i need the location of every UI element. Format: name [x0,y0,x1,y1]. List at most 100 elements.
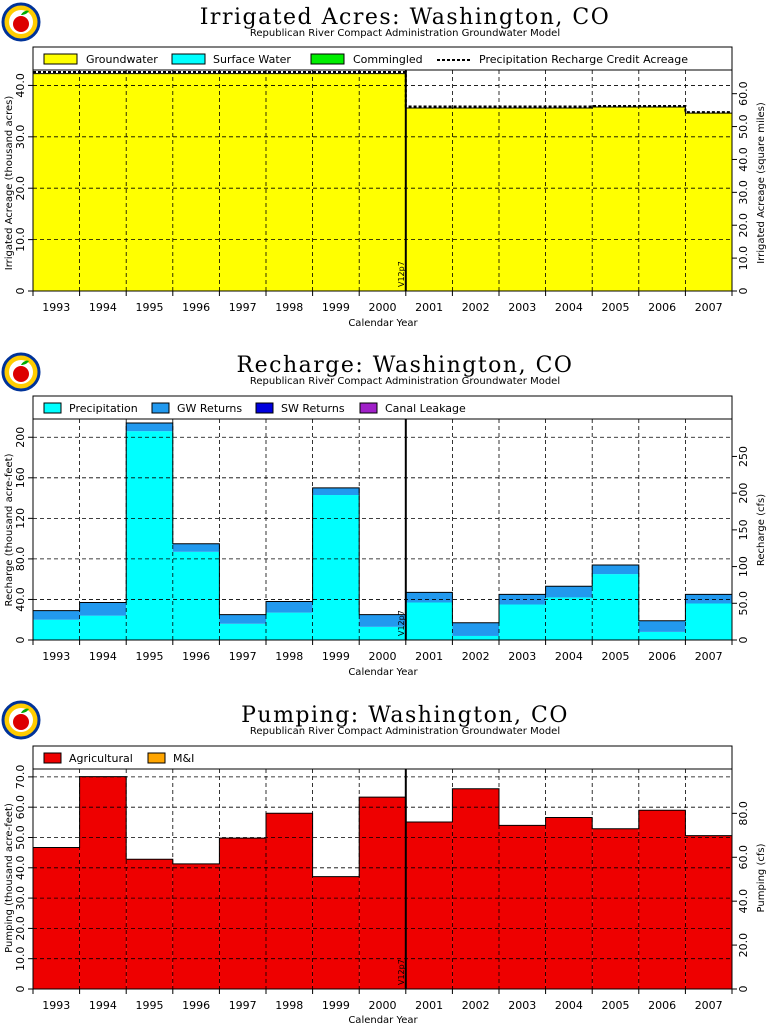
bar-precipitation-2001 [405,602,453,640]
legend-swatch-sw-returns [255,402,274,414]
y2-tick-label: 100 [737,556,750,577]
bar-groundwater-1995 [126,73,173,291]
panel-recharge: Recharge: Washington, CO Republican Rive… [1,352,767,678]
y2-axis-label: Irrigated Acreage (square miles) [756,102,767,264]
legend-label-agricultural: Agricultural [69,752,133,765]
legend-label-groundwater: Groundwater [86,53,158,66]
x-tick-label: 2004 [555,301,583,314]
plot-area: V12p7 0 10.0 20.0 30.0 40.0 50.0 60.0 70.0 0 20.0 4… [14,765,750,1012]
total-outline [33,422,732,624]
bar-gw-returns-1993 [33,610,80,620]
y-tick-label: 200 [14,427,27,448]
x-tick-label: 2003 [508,301,536,314]
bar-agricultural-1996 [172,863,220,989]
x-tick-label: 2001 [415,301,443,314]
x-tick-label: 1997 [229,301,257,314]
bar-agricultural-1998 [266,813,313,989]
x-tick-label: 2002 [462,301,490,314]
x-tick-label: 2000 [369,650,397,663]
bar-groundwater-1993 [33,73,80,291]
y2-tick-label: 250 [737,446,750,467]
y-tick-label: 30.0 [14,886,27,911]
legend-swatch-precipitation [43,402,62,414]
bar-groundwater-2003 [499,108,546,291]
x-tick-label: 1993 [42,301,70,314]
x-tick-label: 2002 [462,999,490,1012]
bar-gw-returns-2001 [405,592,453,603]
apple-logo-icon [1,352,41,392]
bar-precipitation-1994 [79,615,127,640]
x-tick-label: 2000 [369,301,397,314]
legend-frame [32,395,733,420]
x-axis-label: Calendar Year [348,318,418,329]
legend-frame [32,745,733,770]
bar-gw-returns-2000 [359,614,406,627]
bar-precipitation-1997 [219,623,266,640]
bar-gw-returns-2005 [592,564,639,575]
legend-label-commingled: Commingled [353,53,423,66]
legend-swatch-agricultural [43,752,62,764]
legend: Precipitation GW Returns SW Returns Cana… [32,395,733,420]
bar-gw-returns-2007 [685,594,732,604]
bar-groundwater-1998 [266,73,313,291]
panel-irrigated-acres: Irrigated Acres: Washington, CO Republic… [1,2,767,329]
bar-agricultural-2002 [452,788,499,989]
bar-gw-returns-2004 [545,586,593,598]
x-tick-label: 1997 [229,650,257,663]
x-tick-label: 1997 [229,999,257,1012]
x-tick-label: 2005 [602,301,630,314]
y2-tick-label: 60.0 [737,845,750,870]
y-axis-label: Pumping (thousand acre-feet) [4,803,15,953]
x-tick-label: 2006 [648,650,676,663]
bar-groundwater-2005 [592,107,639,291]
y2-axis-label: Pumping (cfs) [756,843,767,912]
bar-precipitation-2000 [359,626,406,640]
legend-label-sw-returns: SW Returns [281,402,345,415]
apple-logo-icon [1,2,41,42]
bar-agricultural-2000 [359,797,406,989]
bar-precipitation-2005 [592,574,639,640]
model-version-label: V12p7 [397,261,406,287]
x-tick-label: 1996 [182,999,210,1012]
y-tick-label: 10.0 [14,946,27,971]
x-tick-label: 1994 [89,301,117,314]
bar-gw-returns-1994 [79,602,127,616]
x-tick-label: 2007 [695,650,723,663]
legend-label-surface-water: Surface Water [213,53,291,66]
bar-groundwater-1996 [172,73,220,291]
x-tick-label: 2004 [555,650,583,663]
bar-gw-returns-2003 [499,594,546,605]
legend-label-mi: M&I [173,752,194,765]
legend-swatch-commingled [310,53,345,65]
x-axis-label: Calendar Year [348,667,418,678]
panel-pumping: Pumping: Washington, CO Republican River… [1,700,767,1024]
bar-precipitation-2004 [545,597,593,640]
y2-tick-label: 200 [737,483,750,504]
y-tick-label: 40.0 [14,73,27,98]
bar-gw-returns-1995 [126,423,173,432]
legend-swatch-surface-water [171,53,206,65]
chart-title: Pumping: Washington, CO [241,703,569,728]
chart-subtitle: Republican River Compact Administration … [250,376,560,387]
y2-tick-label: 50.0 [737,591,750,616]
y2-tick-label: 20.0 [737,933,750,958]
chart-title: Recharge: Washington, CO [237,353,574,378]
legend: Agricultural M&I [32,745,733,770]
x-tick-label: 2007 [695,999,723,1012]
bar-gw-returns-2002 [452,622,499,636]
x-tick-label: 1999 [322,999,350,1012]
chart-subtitle: Republican River Compact Administration … [250,28,560,39]
y2-tick-label: 0 [737,986,750,993]
x-tick-label: 1994 [89,650,117,663]
x-tick-label: 1993 [42,650,70,663]
bar-agricultural-1993 [33,847,80,989]
x-tick-label: 1995 [136,301,164,314]
y2-tick-label: 60.0 [737,81,750,106]
y-tick-label: 30.0 [14,125,27,150]
bar-precipitation-1995 [126,431,173,640]
y2-tick-label: 10.0 [737,246,750,271]
x-tick-label: 2004 [555,999,583,1012]
bar-precipitation-2003 [499,604,546,640]
bar-precipitation-2006 [638,631,686,640]
